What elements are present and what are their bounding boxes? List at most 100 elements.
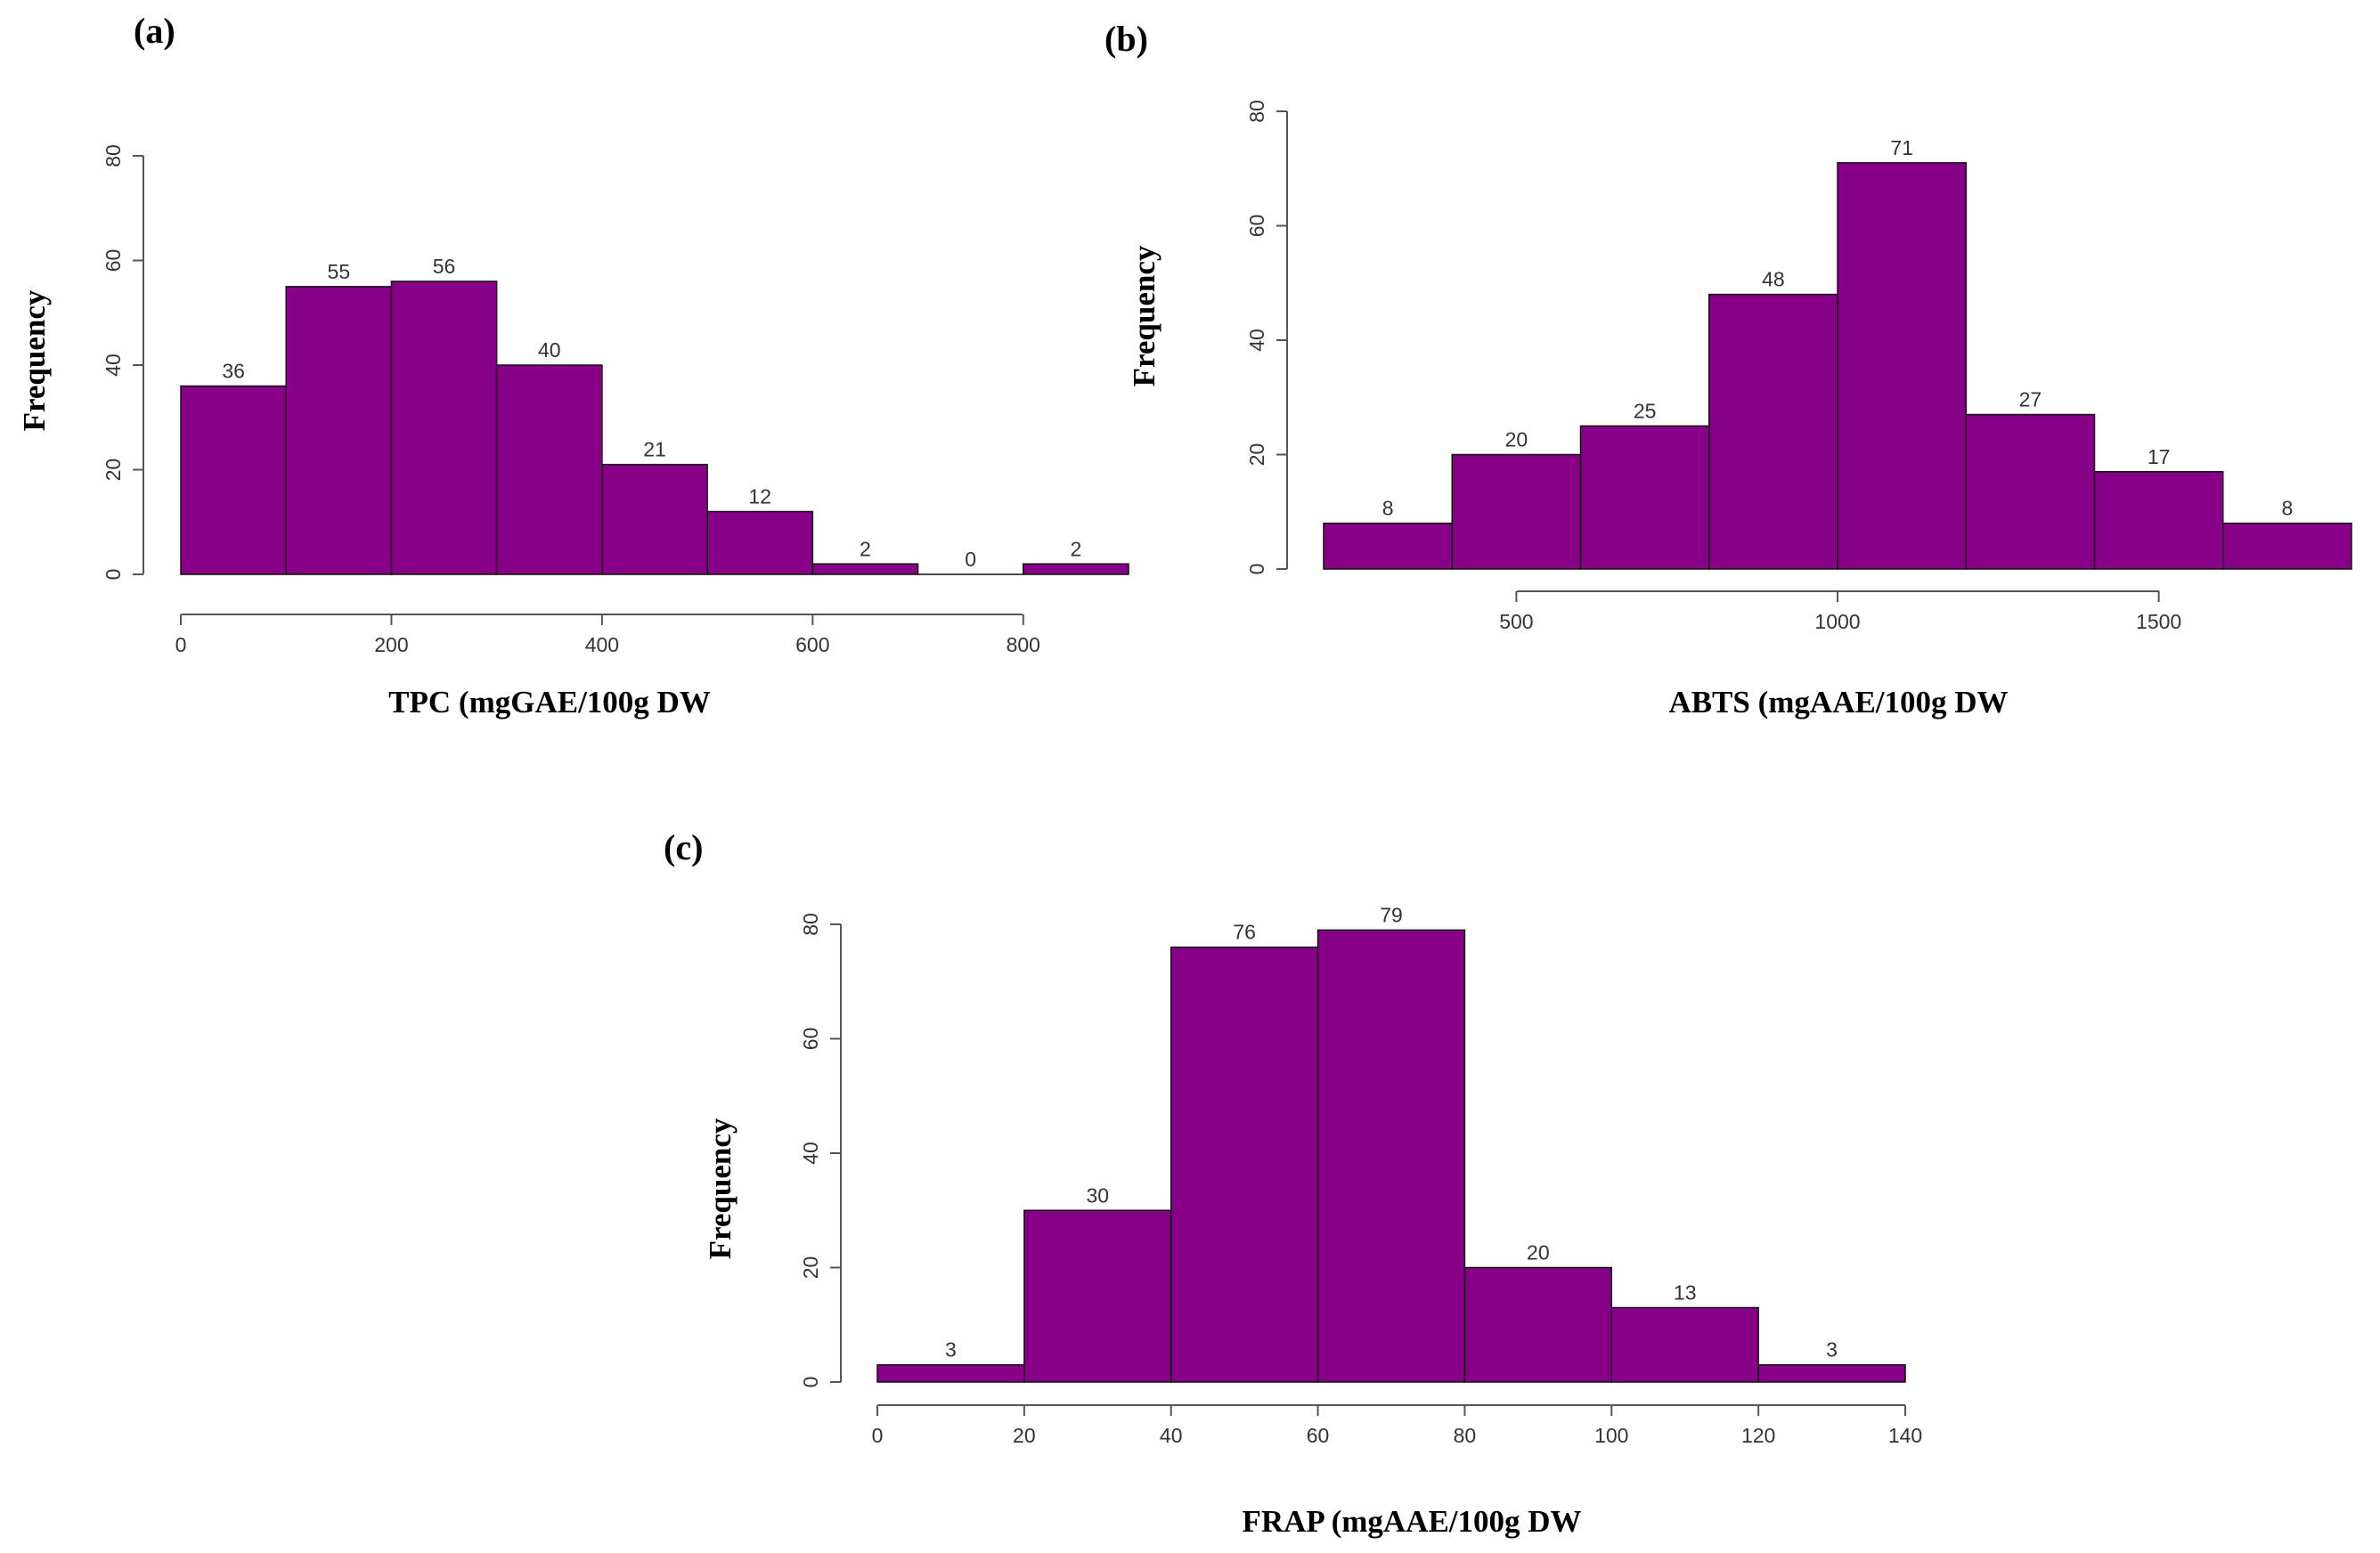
bar-count-a-0: 36: [222, 360, 245, 383]
bar-a-5: [706, 510, 814, 575]
y-axis-a: 0 20 40 60 80: [102, 144, 144, 581]
x-tick-label-c-1: 20: [1013, 1424, 1036, 1447]
bar-c-4: [1463, 1266, 1613, 1383]
x-tick-label-c-7: 140: [1888, 1424, 1922, 1447]
y-axis-b: 0 20 40 60 80: [1245, 100, 1288, 575]
y-tick-label-b-3: 60: [1245, 215, 1268, 238]
bar-count-c-4: 20: [1527, 1241, 1550, 1264]
bar-b-1: [1451, 453, 1582, 570]
bar-c-6: [1757, 1363, 1906, 1383]
bar-a-8: [1023, 563, 1129, 575]
x-axis-title-c: FRAP (mgAAE/100g DW: [1242, 1504, 1581, 1539]
x-tick-label-a-3: 600: [795, 633, 829, 656]
bar-counts-b: 8 20 25 48 71 27 17 8: [1382, 136, 2294, 520]
bar-count-a-6: 2: [860, 537, 871, 560]
x-tick-label-c-6: 120: [1741, 1424, 1775, 1447]
bar-a-1: [285, 286, 393, 575]
panel-label-c: (c): [664, 827, 703, 867]
x-tick-label-b-1: 1000: [1814, 610, 1860, 633]
y-tick-label-a-3: 60: [102, 249, 125, 272]
x-tick-label-a-1: 200: [374, 633, 408, 656]
x-tick-label-b-2: 1500: [2136, 610, 2181, 633]
y-tick-label-a-1: 20: [102, 459, 125, 482]
bar-count-a-1: 55: [328, 260, 351, 283]
x-tick-label-a-0: 0: [175, 633, 187, 656]
bar-c-2: [1170, 946, 1319, 1383]
bar-count-a-5: 12: [748, 485, 771, 508]
y-tick-label-b-0: 0: [1245, 564, 1268, 575]
bar-counts-a: 36 55 56 40 21 12 2 0 2: [222, 255, 1081, 571]
bars-b: [1323, 162, 2352, 570]
bar-b-5: [1965, 413, 2096, 570]
y-tick-label-a-2: 40: [102, 354, 125, 377]
bar-count-b-4: 71: [1890, 136, 1913, 159]
y-axis-title-c: Frequency: [703, 1118, 738, 1259]
y-tick-label-a-4: 80: [102, 144, 125, 167]
bar-count-c-2: 76: [1233, 921, 1256, 944]
y-axis-title-b: Frequency: [1127, 245, 1161, 386]
x-tick-label-a-4: 800: [1007, 633, 1040, 656]
bar-b-0: [1323, 522, 1453, 570]
bar-counts-c: 3 30 76 79 20 13 3: [945, 903, 1838, 1361]
bar-c-3: [1316, 929, 1466, 1383]
bar-b-4: [1837, 162, 1967, 570]
bar-count-b-0: 8: [1382, 497, 1394, 520]
y-tick-label-b-1: 20: [1245, 443, 1268, 467]
bar-count-c-5: 13: [1674, 1281, 1697, 1304]
y-tick-label-c-0: 0: [799, 1377, 822, 1388]
bar-count-c-3: 79: [1380, 903, 1403, 926]
bar-a-2: [390, 281, 498, 575]
x-axis-c: 0 20 40 60 80 100 120 140: [872, 1404, 1922, 1447]
x-axis-b: 500 1000 1500: [1499, 590, 2181, 633]
bar-a-3: [495, 364, 603, 575]
bar-count-b-5: 27: [2019, 388, 2042, 411]
y-tick-label-b-2: 40: [1245, 329, 1268, 352]
y-axis-title-a: Frequency: [17, 289, 52, 431]
bar-count-a-3: 40: [538, 338, 561, 362]
bar-a-4: [601, 463, 708, 575]
bar-count-c-1: 30: [1086, 1183, 1109, 1207]
bar-b-3: [1708, 293, 1838, 570]
bar-b-2: [1579, 425, 1710, 570]
x-axis-title-a: TPC (mgGAE/100g DW: [388, 685, 711, 720]
y-tick-label-c-1: 20: [799, 1256, 822, 1280]
bar-count-c-0: 3: [945, 1338, 957, 1362]
bar-count-a-2: 56: [433, 255, 456, 278]
x-tick-label-c-5: 100: [1594, 1424, 1628, 1447]
bars-c: [876, 929, 1906, 1383]
y-tick-label-c-3: 60: [799, 1028, 822, 1051]
bar-c-1: [1023, 1209, 1172, 1383]
x-axis-a: 0 200 400 600 800: [175, 614, 1040, 656]
bars-a: [180, 281, 1129, 575]
y-tick-label-c-4: 80: [799, 913, 822, 936]
bar-count-c-6: 3: [1826, 1338, 1838, 1362]
panel-label-a: (a): [134, 11, 175, 51]
bar-c-5: [1610, 1306, 1759, 1383]
x-tick-label-c-4: 80: [1454, 1424, 1477, 1447]
x-tick-label-c-3: 60: [1307, 1424, 1330, 1447]
histogram-panel-b: (b) Frequency ABTS (mgAAE/100g DW 8 20 25 4…: [1104, 19, 2352, 720]
bar-count-a-8: 2: [1070, 537, 1081, 560]
x-tick-label-b-0: 500: [1499, 610, 1533, 633]
bar-b-6: [2093, 471, 2224, 570]
y-tick-label-b-4: 80: [1245, 100, 1268, 123]
bar-count-b-3: 48: [1762, 268, 1785, 291]
bar-count-b-1: 20: [1505, 428, 1528, 451]
bar-count-b-6: 17: [2148, 445, 2171, 468]
bar-count-b-7: 8: [2281, 497, 2293, 520]
bar-b-7: [2222, 522, 2352, 570]
histogram-panel-a: (a) Frequency TPC (mgGAE/100g DW 36 55 56 4…: [17, 11, 1129, 720]
y-axis-c: 0 20 40 60 80: [799, 913, 842, 1388]
y-tick-label-c-2: 40: [799, 1142, 822, 1165]
x-tick-label-c-0: 0: [872, 1424, 884, 1447]
x-tick-label-c-2: 40: [1160, 1424, 1183, 1447]
histogram-panel-c: (c) Frequency FRAP (mgAAE/100g DW 330767…: [664, 827, 1922, 1539]
panel-label-b: (b): [1104, 19, 1148, 59]
bar-count-b-2: 25: [1634, 399, 1657, 422]
y-tick-label-a-0: 0: [102, 569, 125, 581]
bar-a-6: [811, 563, 919, 575]
bar-count-a-4: 21: [643, 438, 666, 461]
bar-c-0: [876, 1363, 1025, 1383]
bar-count-a-7: 0: [965, 548, 976, 571]
